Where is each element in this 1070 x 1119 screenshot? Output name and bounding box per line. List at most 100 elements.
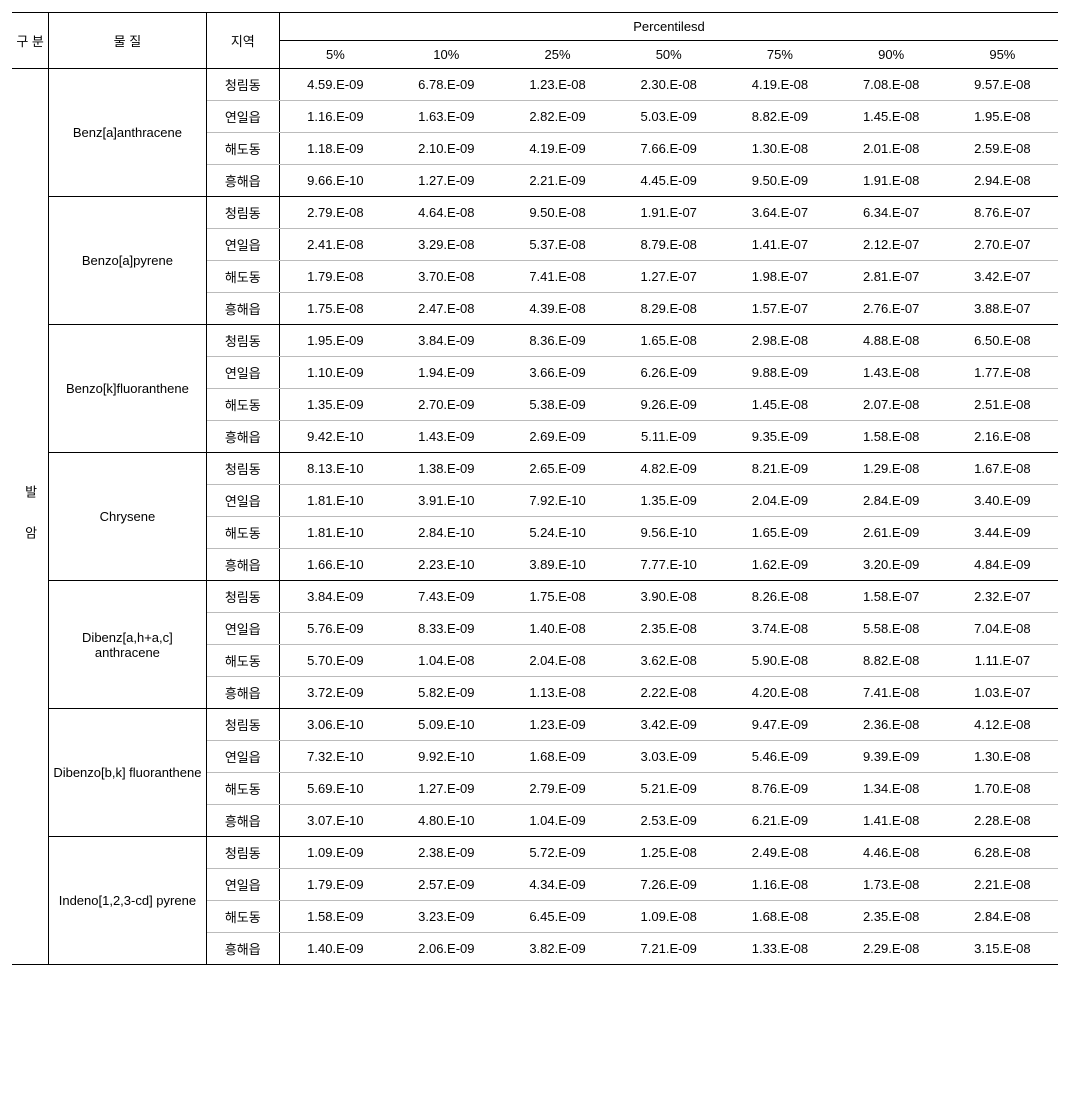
value-cell: 4.12.E-08 <box>947 709 1058 741</box>
value-cell: 1.40.E-08 <box>502 613 613 645</box>
value-cell: 6.28.E-08 <box>947 837 1058 869</box>
region-cell: 흥해읍 <box>206 293 279 325</box>
value-cell: 4.88.E-08 <box>836 325 947 357</box>
region-cell: 청림동 <box>206 197 279 229</box>
col-pct: 10% <box>391 41 502 69</box>
value-cell: 2.81.E-07 <box>836 261 947 293</box>
value-cell: 3.66.E-09 <box>502 357 613 389</box>
value-cell: 5.69.E-10 <box>280 773 391 805</box>
value-cell: 1.70.E-08 <box>947 773 1058 805</box>
value-cell: 2.30.E-08 <box>613 69 724 101</box>
value-cell: 1.58.E-09 <box>280 901 391 933</box>
value-cell: 1.91.E-08 <box>836 165 947 197</box>
substance-cell: Dibenz[a,h+a,c] anthracene <box>49 581 206 709</box>
value-cell: 4.59.E-09 <box>280 69 391 101</box>
value-cell: 5.38.E-09 <box>502 389 613 421</box>
value-cell: 3.84.E-09 <box>280 581 391 613</box>
value-cell: 7.41.E-08 <box>502 261 613 293</box>
value-cell: 2.69.E-09 <box>502 421 613 453</box>
value-cell: 2.94.E-08 <box>947 165 1058 197</box>
value-cell: 2.12.E-07 <box>836 229 947 261</box>
value-cell: 1.68.E-09 <box>502 741 613 773</box>
value-cell: 1.66.E-10 <box>280 549 391 581</box>
value-cell: 1.68.E-08 <box>724 901 835 933</box>
value-cell: 6.45.E-09 <box>502 901 613 933</box>
value-cell: 1.16.E-09 <box>280 101 391 133</box>
value-cell: 3.84.E-09 <box>391 325 502 357</box>
value-cell: 9.35.E-09 <box>724 421 835 453</box>
value-cell: 6.50.E-08 <box>947 325 1058 357</box>
value-cell: 1.91.E-07 <box>613 197 724 229</box>
col-pct: 90% <box>836 41 947 69</box>
region-cell: 연일읍 <box>206 485 279 517</box>
value-cell: 1.03.E-07 <box>947 677 1058 709</box>
value-cell: 1.27.E-09 <box>391 165 502 197</box>
region-cell: 해도동 <box>206 261 279 293</box>
value-cell: 5.11.E-09 <box>613 421 724 453</box>
value-cell: 1.35.E-09 <box>280 389 391 421</box>
value-cell: 9.26.E-09 <box>613 389 724 421</box>
value-cell: 5.82.E-09 <box>391 677 502 709</box>
substance-cell: Benzo[k]fluoranthene <box>49 325 206 453</box>
value-cell: 3.20.E-09 <box>836 549 947 581</box>
value-cell: 1.58.E-07 <box>836 581 947 613</box>
value-cell: 2.49.E-08 <box>724 837 835 869</box>
value-cell: 1.75.E-08 <box>502 581 613 613</box>
value-cell: 3.82.E-09 <box>502 933 613 965</box>
value-cell: 2.10.E-09 <box>391 133 502 165</box>
value-cell: 2.04.E-08 <box>502 645 613 677</box>
value-cell: 5.21.E-09 <box>613 773 724 805</box>
region-cell: 흥해읍 <box>206 549 279 581</box>
value-cell: 4.84.E-09 <box>947 549 1058 581</box>
col-percentiles: Percentilesd <box>280 13 1058 41</box>
value-cell: 2.76.E-07 <box>836 293 947 325</box>
value-cell: 1.45.E-08 <box>724 389 835 421</box>
value-cell: 1.43.E-08 <box>836 357 947 389</box>
value-cell: 2.57.E-09 <box>391 869 502 901</box>
value-cell: 5.03.E-09 <box>613 101 724 133</box>
value-cell: 2.21.E-08 <box>947 869 1058 901</box>
value-cell: 7.26.E-09 <box>613 869 724 901</box>
table-body: 발 암Benz[a]anthracene청림동4.59.E-096.78.E-0… <box>12 69 1058 965</box>
value-cell: 4.64.E-08 <box>391 197 502 229</box>
value-cell: 6.21.E-09 <box>724 805 835 837</box>
value-cell: 1.09.E-08 <box>613 901 724 933</box>
value-cell: 1.04.E-09 <box>502 805 613 837</box>
value-cell: 2.16.E-08 <box>947 421 1058 453</box>
value-cell: 7.32.E-10 <box>280 741 391 773</box>
value-cell: 2.84.E-09 <box>836 485 947 517</box>
value-cell: 1.10.E-09 <box>280 357 391 389</box>
value-cell: 1.65.E-09 <box>724 517 835 549</box>
region-cell: 연일읍 <box>206 229 279 261</box>
value-cell: 3.62.E-08 <box>613 645 724 677</box>
value-cell: 6.34.E-07 <box>836 197 947 229</box>
value-cell: 8.13.E-10 <box>280 453 391 485</box>
value-cell: 4.45.E-09 <box>613 165 724 197</box>
substance-cell: Indeno[1,2,3-cd] pyrene <box>49 837 206 965</box>
table-head: 구 분 물 질 지역 Percentilesd 5%10%25%50%75%90… <box>12 13 1058 69</box>
value-cell: 1.27.E-07 <box>613 261 724 293</box>
value-cell: 2.82.E-09 <box>502 101 613 133</box>
value-cell: 1.29.E-08 <box>836 453 947 485</box>
value-cell: 4.39.E-08 <box>502 293 613 325</box>
value-cell: 1.16.E-08 <box>724 869 835 901</box>
value-cell: 6.26.E-09 <box>613 357 724 389</box>
value-cell: 1.58.E-08 <box>836 421 947 453</box>
value-cell: 1.95.E-08 <box>947 101 1058 133</box>
value-cell: 3.42.E-09 <box>613 709 724 741</box>
substance-cell: Chrysene <box>49 453 206 581</box>
value-cell: 8.29.E-08 <box>613 293 724 325</box>
value-cell: 1.98.E-07 <box>724 261 835 293</box>
value-cell: 2.84.E-10 <box>391 517 502 549</box>
value-cell: 1.63.E-09 <box>391 101 502 133</box>
value-cell: 3.64.E-07 <box>724 197 835 229</box>
region-cell: 청림동 <box>206 581 279 613</box>
region-cell: 연일읍 <box>206 869 279 901</box>
region-cell: 흥해읍 <box>206 677 279 709</box>
value-cell: 1.18.E-09 <box>280 133 391 165</box>
value-cell: 2.06.E-09 <box>391 933 502 965</box>
region-cell: 청림동 <box>206 325 279 357</box>
value-cell: 1.33.E-08 <box>724 933 835 965</box>
value-cell: 3.74.E-08 <box>724 613 835 645</box>
value-cell: 7.04.E-08 <box>947 613 1058 645</box>
